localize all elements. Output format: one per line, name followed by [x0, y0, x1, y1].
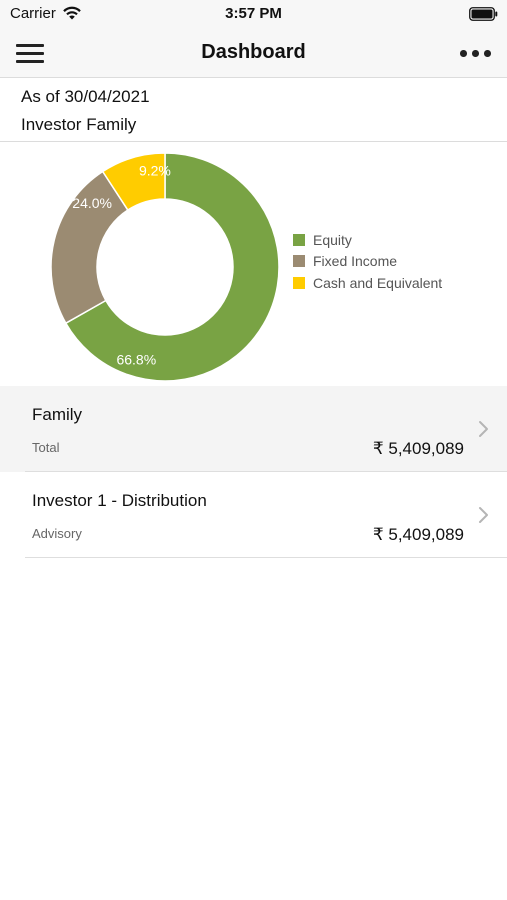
legend-label-equity: Equity: [313, 231, 352, 248]
legend-label-cash: Cash and Equivalent: [313, 274, 443, 291]
account-type: Total: [32, 440, 60, 455]
donut-slice-equity[interactable]: [64, 152, 280, 382]
row-divider: [25, 557, 507, 558]
carrier-label: Carrier: [10, 5, 56, 22]
battery-icon: [469, 7, 498, 21]
wifi-icon: [63, 6, 81, 20]
chart-legend: Equity Fixed Income Cash and Equivalent: [293, 229, 442, 294]
hamburger-menu-icon[interactable]: [14, 41, 46, 65]
account-amount: ₹ 5,409,089: [372, 439, 464, 458]
donut-slice-cash[interactable]: [101, 152, 166, 212]
as-of-date: As of 30/04/2021: [21, 87, 150, 106]
more-dots-icon[interactable]: [459, 42, 493, 64]
status-bar: Carrier 3:57 PM: [0, 0, 507, 28]
allocation-donut[interactable]: 66.8% 24.0% 9.2%: [0, 143, 300, 386]
page-title: Dashboard: [201, 41, 306, 63]
status-time: 3:57 PM: [225, 5, 282, 22]
legend-swatch-equity: [293, 233, 305, 246]
legend-label-fixed-income: Fixed Income: [313, 253, 398, 270]
account-list: Family Total ₹ 5,409,089 Investor 1 - Di…: [0, 386, 507, 558]
legend-item-fixed-income[interactable]: Fixed Income: [293, 251, 442, 273]
list-item-investor-1[interactable]: Investor 1 - Distribution Advisory ₹ 5,4…: [0, 472, 507, 558]
donut-slice-fixed-income[interactable]: [50, 170, 129, 325]
navigation-bar: Dashboard: [0, 28, 507, 78]
legend-swatch-cash: [293, 276, 305, 289]
portfolio-info: As of 30/04/2021 Investor Family: [0, 79, 507, 142]
account-name: Investor 1 - Distribution: [32, 491, 207, 510]
legend-item-cash[interactable]: Cash and Equivalent: [293, 272, 442, 294]
row-divider: [25, 471, 507, 472]
chevron-right-icon: [479, 507, 488, 523]
legend-item-equity[interactable]: Equity: [293, 229, 442, 251]
investor-group-name: Investor Family: [21, 115, 137, 134]
slice-label-cash: 9.2%: [139, 163, 171, 179]
account-type: Advisory: [32, 526, 82, 541]
account-name: Family: [32, 405, 83, 424]
account-amount: ₹ 5,409,089: [372, 525, 464, 544]
slice-label-fixed-income: 24.0%: [72, 195, 112, 211]
slice-label-equity: 66.8%: [116, 352, 156, 368]
list-item-family[interactable]: Family Total ₹ 5,409,089: [0, 386, 507, 472]
allocation-chart: 66.8% 24.0% 9.2% Equity Fixed Income Cash …: [0, 143, 507, 386]
chevron-right-icon: [479, 421, 488, 437]
legend-swatch-fixed-income: [293, 255, 305, 268]
